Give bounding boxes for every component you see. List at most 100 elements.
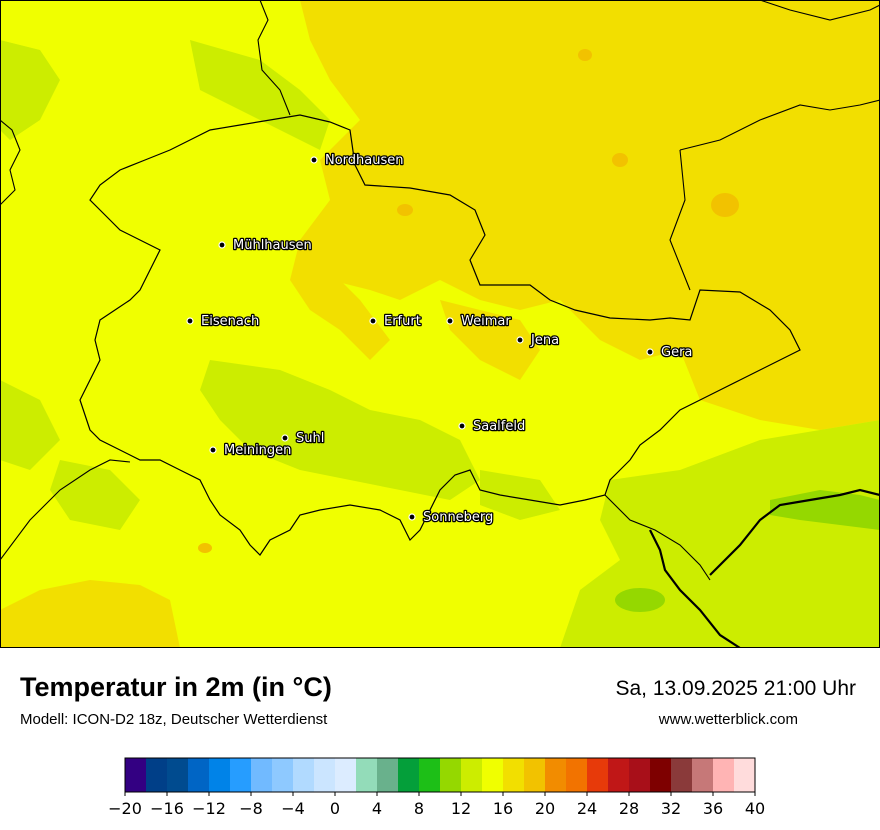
warm-temperature-areas (0, 0, 880, 648)
city-suhl: Suhl (281, 430, 326, 447)
legend-color-swatch (209, 758, 231, 792)
city-marker-dot (369, 317, 377, 325)
city-marker-dot (186, 317, 194, 325)
legend-tick-label: −8 (239, 799, 263, 818)
legend-color-swatch (503, 758, 525, 792)
city-marker-dot (646, 348, 654, 356)
legend-tick-label: −20 (108, 799, 142, 818)
legend-tick-label: 36 (703, 799, 723, 818)
legend-color-swatch (251, 758, 273, 792)
legend-color-swatch (125, 758, 147, 792)
city-marker-dot (516, 336, 524, 344)
legend-tick-label: −16 (150, 799, 184, 818)
legend-color-swatch (461, 758, 483, 792)
legend-color-swatch (440, 758, 462, 792)
legend-tick-label: −12 (192, 799, 226, 818)
city-markers: Nordhausen Mühlhausen Eisenach Erfurt Weimar… (186, 152, 694, 526)
legend-color-swatch (524, 758, 546, 792)
warm-spots (198, 49, 739, 553)
city-label: Jena (530, 333, 559, 348)
city-label: Gera (661, 345, 692, 360)
city-erfurt: Erfurt (369, 313, 422, 330)
border-czech-east (709, 488, 880, 576)
city-label: Sonneberg (423, 510, 493, 525)
forecast-datetime: Sa, 13.09.2025 21:00 Uhr (615, 677, 856, 700)
legend-tick-label: 0 (330, 799, 340, 818)
legend-color-swatch (293, 758, 315, 792)
legend-tick-label: 28 (619, 799, 639, 818)
website-link[interactable]: www.wetterblick.com (658, 711, 798, 728)
border-west (0, 119, 21, 206)
border-northwest (257, 0, 291, 116)
legend-color-swatch (566, 758, 588, 792)
legend-tick-label: 20 (535, 799, 555, 818)
border-southeast-saxony (604, 494, 711, 581)
city-marker-dot (218, 241, 226, 249)
city-label: Eisenach (201, 314, 259, 329)
legend-color-swatch (629, 758, 651, 792)
city-label: Erfurt (384, 314, 421, 329)
legend-color-swatch (356, 758, 378, 792)
legend-frame (124, 757, 756, 793)
city-label: Meiningen (224, 443, 291, 458)
border-southwest (0, 459, 131, 561)
cool-spots (615, 490, 880, 612)
legend-color-swatch (650, 758, 672, 792)
city-eisenach: Eisenach (186, 313, 261, 330)
city-marker-dot (209, 446, 217, 454)
legend-color-swatch (314, 758, 336, 792)
city-label: Mühlhausen (233, 238, 312, 253)
map-subtitle: Modell: ICON-D2 18z, Deutscher Wetterdie… (20, 711, 328, 728)
city-saalfeld: Saalfeld (458, 418, 527, 435)
border-east-inner (669, 149, 691, 291)
legend-tick-label: 16 (493, 799, 513, 818)
legend-tick-label: 32 (661, 799, 681, 818)
legend-color-swatch (608, 758, 630, 792)
legend-color-swatch (398, 758, 420, 792)
legend-color-swatch (713, 758, 735, 792)
city-weimar: Weimar (446, 313, 513, 330)
city-sonneberg: Sonneberg (408, 509, 495, 526)
legend-color-swatch (146, 758, 168, 792)
city-label: Suhl (296, 431, 324, 446)
border-czech (649, 529, 741, 648)
city-label: Weimar (461, 314, 511, 329)
state-border-thuringia (79, 114, 801, 556)
legend-tick-label: 24 (577, 799, 597, 818)
legend-tick-label: 40 (745, 799, 765, 818)
city-gera: Gera (646, 344, 694, 361)
map-title: Temperatur in 2m (in °C) (20, 672, 332, 702)
legend-color-swatch (692, 758, 714, 792)
color-scale-legend: −20 −16 −12 −8 −4 0 4 8 12 16 20 24 28 32 36 40 (108, 757, 765, 818)
legend-color-swatch (482, 758, 504, 792)
legend-color-swatch (419, 758, 441, 792)
city-marker-dot (310, 156, 318, 164)
legend-tick-label: −4 (281, 799, 305, 818)
city-marker-dot (446, 317, 454, 325)
border-north-east (759, 0, 880, 21)
legend-color-swatch (272, 758, 294, 792)
city-label: Nordhausen (325, 153, 404, 168)
legend-color-swatch (230, 758, 252, 792)
city-nordhausen: Nordhausen (310, 152, 405, 169)
city-jena: Jena (516, 332, 560, 349)
legend-tick-label: 12 (451, 799, 471, 818)
legend-color-swatch (188, 758, 210, 792)
legend-color-swatch (545, 758, 567, 792)
city-marker-dot (281, 434, 289, 442)
legend-color-swatch (734, 758, 756, 792)
legend-color-swatch (587, 758, 609, 792)
city-label: Saalfeld (473, 419, 525, 434)
legend-color-swatch (335, 758, 357, 792)
city-marker-dot (458, 422, 466, 430)
legend-color-swatch (167, 758, 189, 792)
legend-tick-label: 4 (372, 799, 382, 818)
city-meiningen: Meiningen (209, 442, 293, 459)
legend-tick-label: 8 (414, 799, 424, 818)
city-marker-dot (408, 513, 416, 521)
legend-color-swatch (377, 758, 399, 792)
temperature-map: Nordhausen Mühlhausen Eisenach Erfurt Weimar… (0, 0, 880, 648)
legend-color-swatch (671, 758, 693, 792)
city-mhlhausen: Mühlhausen (218, 237, 313, 254)
border-east (679, 99, 880, 151)
